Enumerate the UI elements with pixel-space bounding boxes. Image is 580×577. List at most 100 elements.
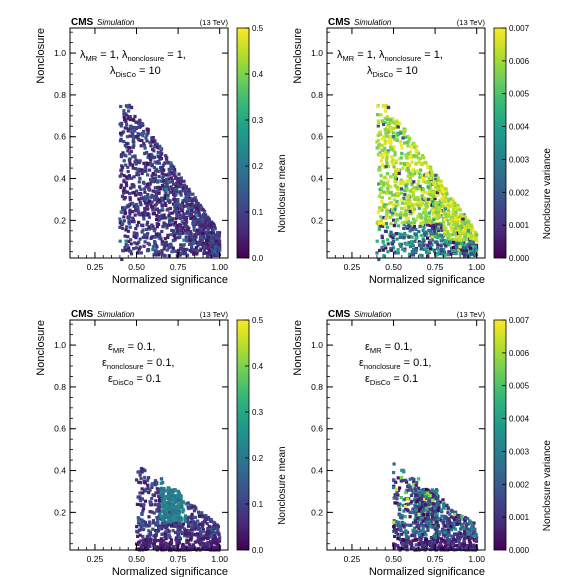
scatter-point [422, 543, 426, 547]
scatter-point [411, 250, 415, 255]
scatter-point [153, 235, 157, 239]
scatter-point [187, 515, 191, 519]
scatter-point [180, 530, 184, 534]
scatter-point [433, 198, 437, 202]
scatter-point [426, 185, 430, 189]
scatter-point [422, 161, 426, 165]
scatter-point [184, 220, 188, 225]
annotation-subscript: DisCo [116, 70, 136, 79]
scatter-point [406, 165, 410, 170]
scatter-point [432, 202, 436, 206]
scatter-point [422, 226, 426, 230]
scatter-point [430, 220, 435, 225]
scatter-point [158, 539, 162, 543]
scatter-point [442, 228, 446, 232]
scatter-point [405, 539, 409, 543]
scatter-point [395, 213, 399, 217]
scatter-point [181, 522, 185, 526]
scatter-point [416, 214, 420, 218]
scatter-point [176, 183, 180, 187]
y-tick-label: 1.0 [54, 340, 66, 350]
scatter-point [130, 201, 134, 206]
scatter-point [182, 189, 186, 193]
scatter-point [184, 189, 189, 193]
scatter-point [138, 523, 142, 527]
scatter-point [193, 527, 197, 531]
scatter-point [412, 167, 416, 171]
scatter-point [436, 546, 440, 550]
scatter-point [389, 248, 393, 252]
scatter-point [404, 529, 408, 533]
scatter-point [169, 546, 173, 550]
scatter-point [431, 200, 435, 204]
scatter-point [465, 221, 469, 225]
scatter-point [189, 537, 193, 541]
scatter-point [401, 180, 405, 184]
scatter-point [171, 229, 175, 233]
scatter-point [173, 205, 177, 209]
scatter-point [165, 546, 169, 550]
scatter-point [135, 478, 139, 482]
scatter-point [426, 254, 430, 258]
scatter-point [211, 233, 215, 237]
scatter-point [118, 239, 122, 243]
scatter-point [469, 236, 473, 240]
scatter-point [379, 191, 383, 195]
scatter-point [122, 109, 126, 113]
scatter-point [446, 253, 450, 257]
scatter-point [203, 534, 207, 538]
scatter-point [455, 522, 459, 526]
scatter-point [463, 519, 467, 523]
scatter-point [153, 173, 158, 177]
scatter-point [197, 210, 201, 214]
scatter-point [143, 520, 147, 524]
scatter-point [168, 502, 172, 506]
scatter-point [425, 172, 429, 177]
scatter-point [147, 153, 151, 157]
scatter-point [384, 246, 388, 250]
scatter-point [188, 214, 192, 218]
scatter-point [142, 244, 146, 248]
scatter-point [389, 190, 393, 195]
y-tick-label: 0.6 [54, 132, 66, 142]
scatter-point [408, 209, 412, 213]
scatter-point [394, 480, 398, 484]
scatter-point [391, 126, 395, 130]
scatter-point [467, 234, 471, 238]
scatter-point [127, 216, 131, 220]
scatter-point [392, 528, 397, 532]
scatter-point [197, 535, 201, 539]
scatter-point [405, 168, 409, 172]
scatter-point [384, 158, 388, 162]
scatter-point [174, 523, 178, 527]
scatter-point [126, 165, 130, 169]
scatter-point [424, 243, 428, 247]
scatter-point [447, 209, 451, 213]
scatter-point [377, 182, 381, 186]
scatter-point [200, 223, 205, 227]
scatter-point [147, 243, 152, 247]
scatter-point [152, 227, 156, 231]
scatter-point [127, 239, 131, 243]
scatter-point [433, 503, 438, 507]
scatter-point [442, 220, 446, 224]
scatter-point [201, 221, 205, 225]
scatter-point [153, 198, 158, 202]
scatter-point [419, 488, 423, 493]
scatter-point [138, 497, 142, 501]
y-tick-label: 0.8 [54, 90, 66, 100]
scatter-point [404, 154, 409, 158]
scatter-point [205, 215, 209, 219]
scatter-point [188, 546, 192, 550]
scatter-point [141, 213, 146, 217]
scatter-point [441, 506, 446, 510]
scatter-point [438, 199, 442, 203]
scatter-point [203, 536, 208, 540]
scatter-point [138, 481, 143, 485]
annotation-symbol: ε [365, 373, 370, 385]
scatter-point [211, 530, 215, 534]
colorbar-tick-label: 0.2 [252, 454, 264, 463]
scatter-point [412, 546, 416, 550]
scatter-point [458, 516, 462, 521]
scatter-point [394, 488, 399, 492]
